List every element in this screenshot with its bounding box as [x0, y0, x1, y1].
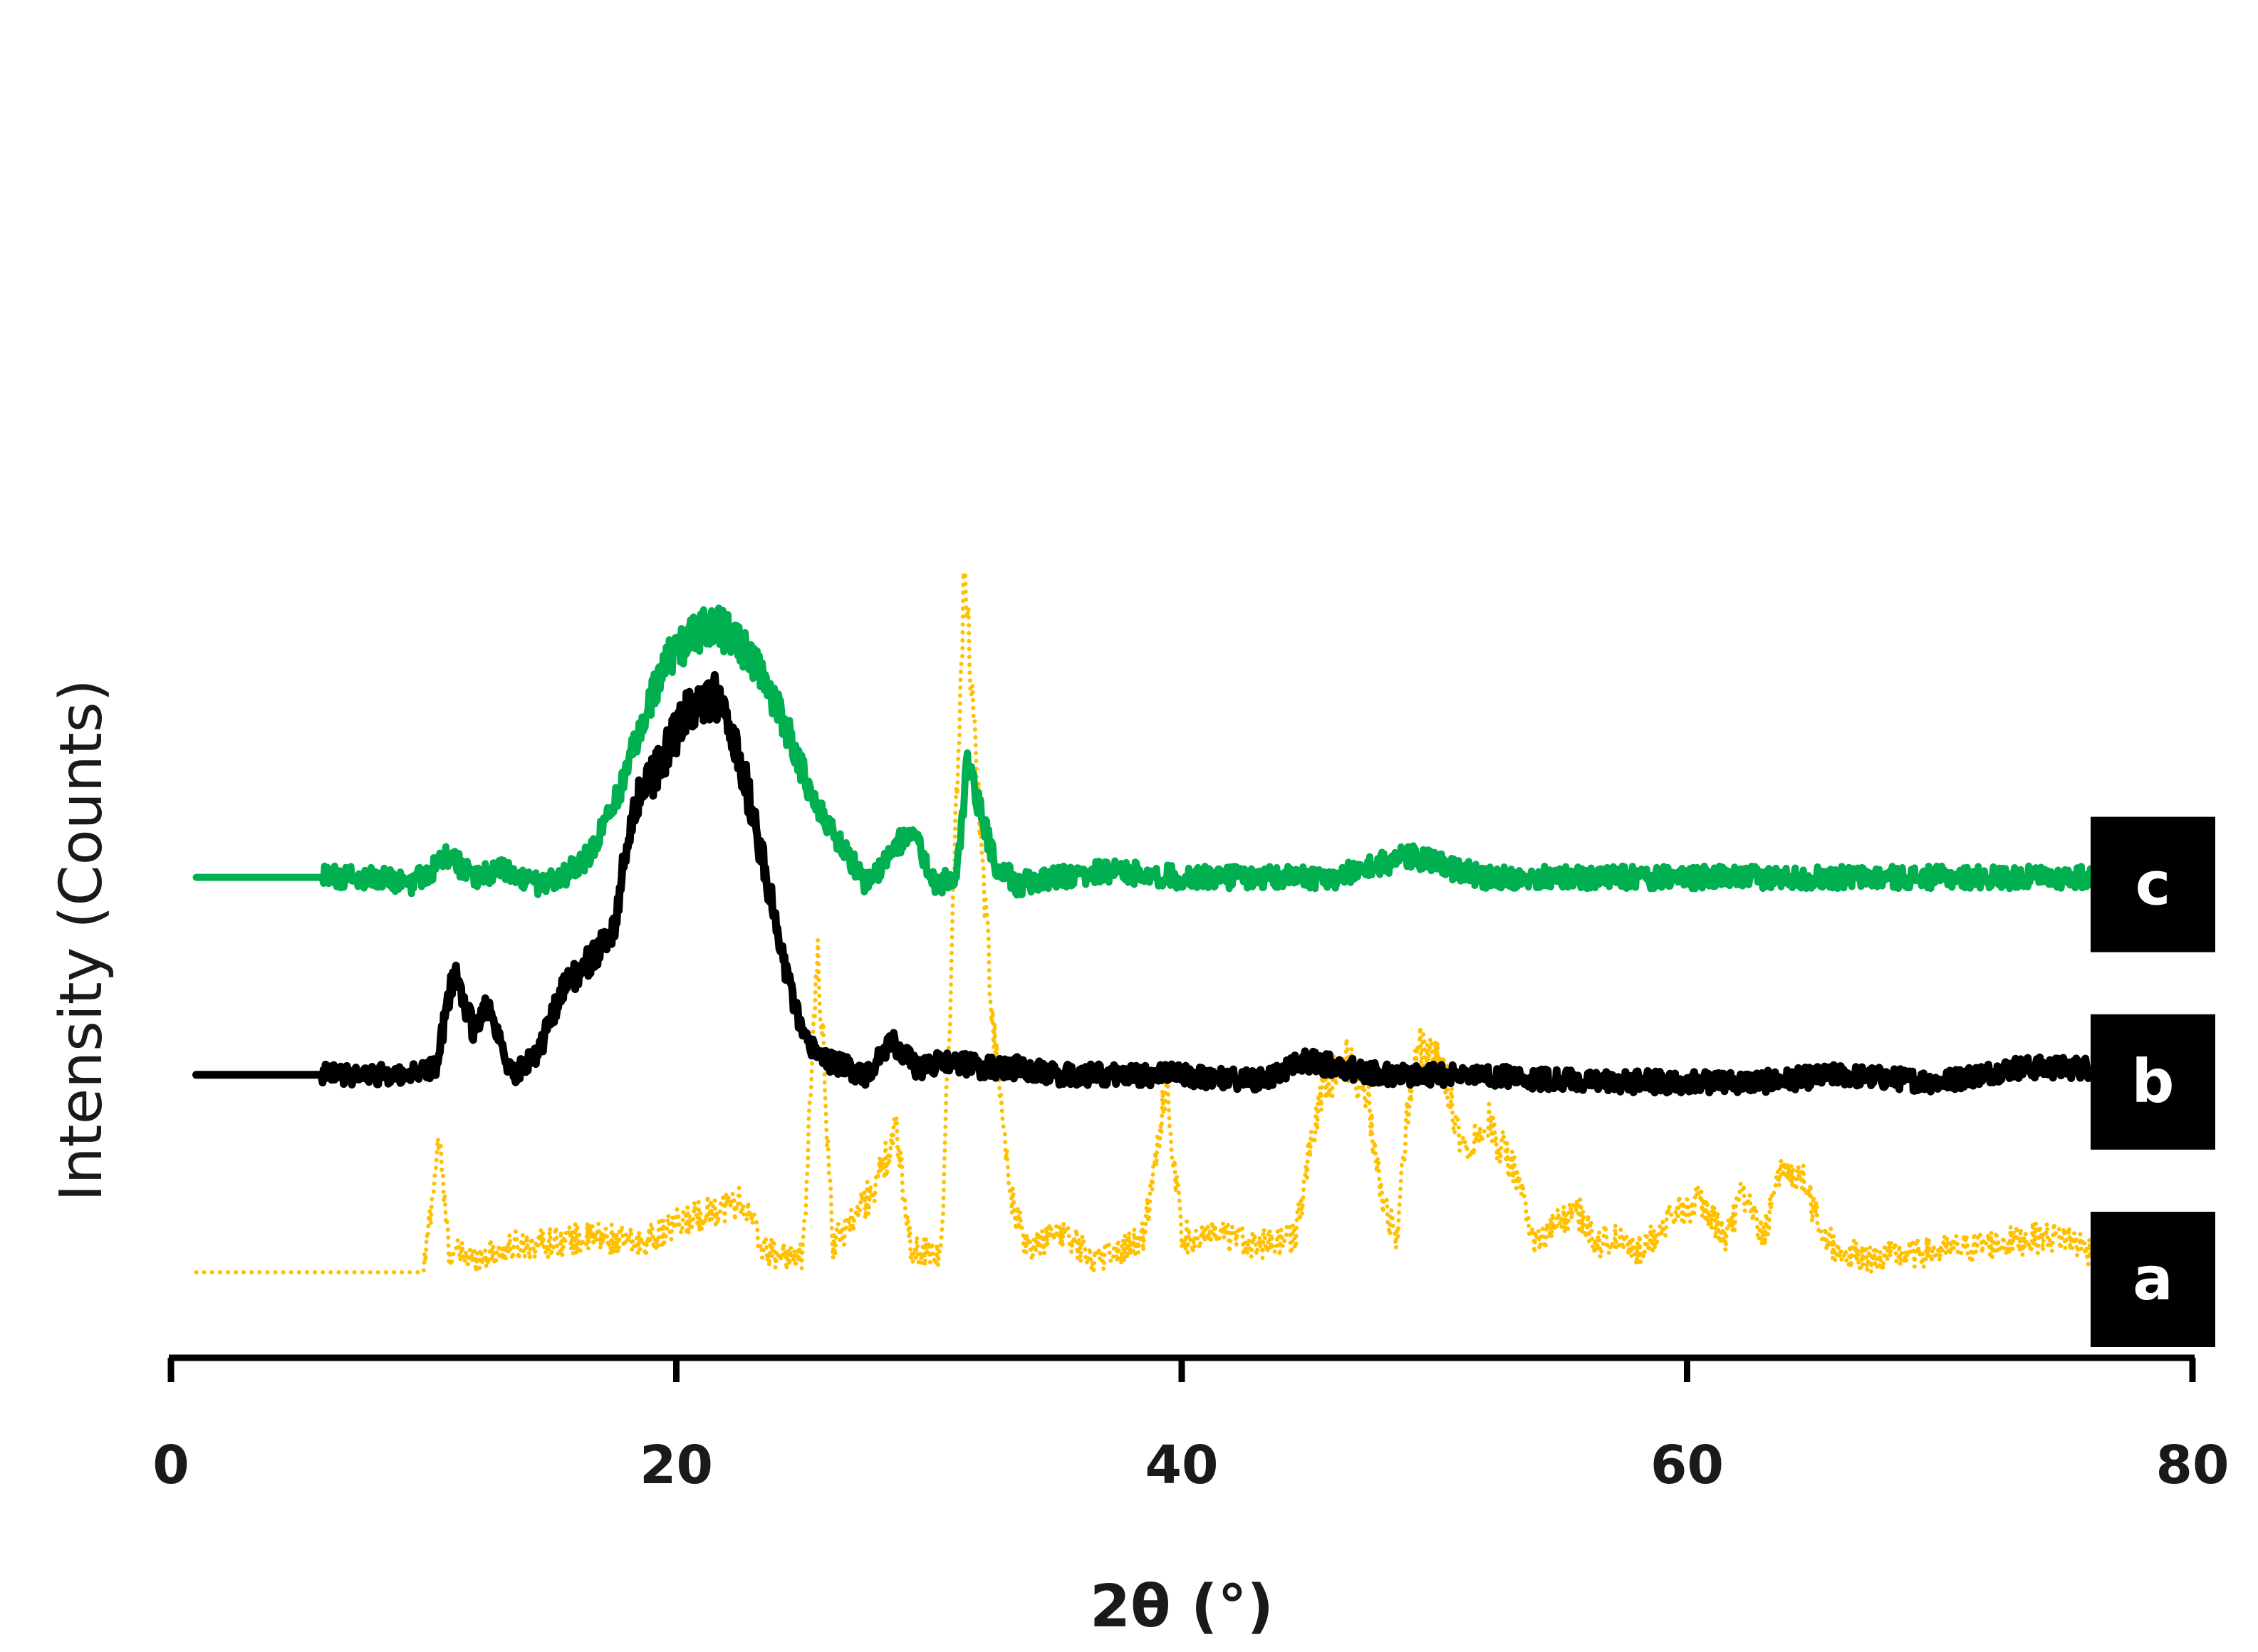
x-tick-label-20: 20 — [640, 1435, 713, 1496]
trace-label-a: a — [2091, 1212, 2215, 1347]
x-tick-label-80: 80 — [2156, 1435, 2230, 1496]
x-tick-label-60: 60 — [1650, 1435, 1724, 1496]
series-b-line — [192, 671, 2096, 1097]
x-tick-label-40: 40 — [1145, 1435, 1219, 1496]
trace-label-c-text: c — [2135, 849, 2171, 919]
trace-label-b-text: b — [2131, 1046, 2174, 1116]
trace-labels: a b c — [2091, 816, 2215, 1347]
trace-label-c: c — [2091, 816, 2215, 952]
series-c-line — [192, 604, 2096, 899]
trace-label-b: b — [2091, 1014, 2215, 1150]
trace-label-a-box — [2091, 1212, 2215, 1347]
x-tick-label-0: 0 — [152, 1435, 189, 1496]
trace-label-b-box — [2091, 1014, 2215, 1150]
trace-label-c-box — [2091, 816, 2215, 952]
axes: 0 20 40 60 80 2θ (°) Intensity (Counts) — [48, 679, 2229, 1641]
plot-area — [192, 570, 2096, 1274]
trace-label-a-text: a — [2133, 1244, 2173, 1314]
y-axis-title: Intensity (Counts) — [48, 679, 115, 1201]
x-axis-title: 2θ (°) — [1090, 1573, 1274, 1641]
series-a-line — [194, 570, 2094, 1274]
